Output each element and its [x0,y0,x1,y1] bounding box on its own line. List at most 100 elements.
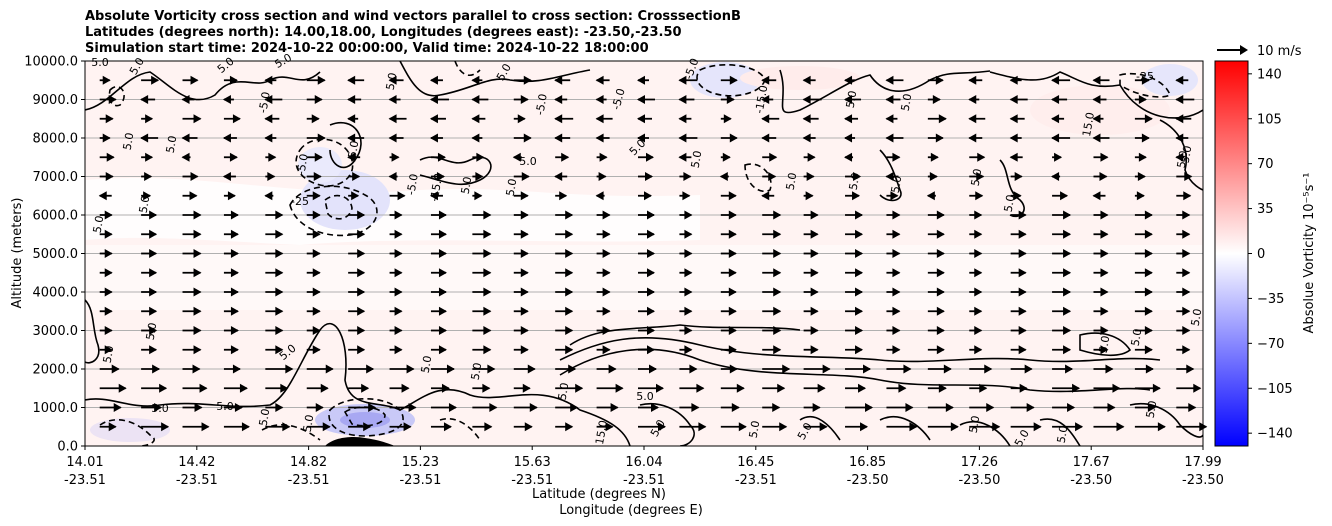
wind-vector-arrow [802,75,816,85]
wind-vector-arrow [1134,75,1150,85]
wind-vector-arrow [388,172,398,181]
wind-vector-arrow [223,268,239,278]
wind-vector-arrow [99,326,113,335]
wind-vector-arrow [762,403,781,412]
wind-vector-arrow [1134,287,1153,297]
wind-vector-arrow [389,268,403,278]
wind-vector-arrow [347,95,362,104]
wind-vector-arrow [223,75,238,85]
contour-label: 5.0 [1002,194,1018,213]
contour-label: 5.0 [91,56,109,69]
wind-vector-arrow [886,287,901,297]
wind-vector-arrow [845,326,864,335]
wind-vector-arrow [1093,210,1109,220]
wind-vector-arrow [306,422,331,432]
wind-vector-arrow [845,306,864,316]
wind-vector-arrow [1092,114,1104,124]
plot-area: 5.05.05.05.05.05.0-5.0-5.0-5.0-15.05.05.… [84,51,1208,449]
wind-vector-arrow [886,345,901,355]
wind-vector-arrow [141,210,158,220]
wind-vector-arrow [306,249,321,258]
x-tick-label-lon: -23.50 [847,473,889,488]
wind-vector-arrow [1010,422,1042,432]
contour-line [85,71,321,111]
wind-vector-arrow [306,345,321,355]
colorbar-tick-label: −140 [1257,427,1293,442]
wind-vector-arrow [141,326,158,335]
wind-vector-arrow [1092,75,1110,85]
wind-vector-arrow [99,422,117,432]
wind-vector-arrow [927,268,945,278]
wind-vector-arrow [803,172,815,181]
wind-vector-arrow [927,345,945,355]
wind-vector-arrow [182,114,202,124]
wind-vector-arrow [98,191,112,201]
wind-vector-arrow [885,133,904,143]
wind-vector-arrow [886,326,901,335]
wind-vector-arrow [223,152,238,162]
x-tick-label-lon: -23.51 [288,473,330,488]
wind-vector-arrow [762,172,777,181]
wind-vector-arrow [927,326,945,335]
contour-label: 5.0 [556,382,572,401]
y-tick-label: 7000.0 [33,170,79,185]
wind-vector-arrow [182,191,198,201]
wind-vector-arrow [223,364,241,374]
wind-vector-arrow [265,403,284,412]
contour-label: 5.0 [1129,328,1145,347]
wind-vector-arrow [306,287,321,297]
wind-vector-arrow [430,172,445,181]
wind-vector-arrow [679,287,693,297]
chart-title-line-3: Simulation start time: 2024-10-22 00:00:… [85,41,649,56]
wind-vector-arrow [1010,172,1023,181]
terrain-mask [325,436,395,446]
wind-vector-arrow [348,191,360,201]
wind-vector-arrow [927,229,945,239]
wind-vector-arrow [1010,249,1027,258]
wind-vector-arrow [555,268,574,278]
wind-vector-arrow [596,268,611,278]
wind-vector-arrow [99,345,113,355]
wind-vector-arrow [99,210,113,220]
wind-vector-arrow [1052,210,1072,220]
wind-vector-arrow [969,152,986,162]
wind-vector-arrow [141,364,161,374]
wind-vector-arrow [141,422,170,432]
wind-vector-arrow [1176,191,1192,201]
wind-vector-arrow [596,364,617,374]
wind-vector-arrow [389,403,417,412]
wind-vector-arrow [430,268,447,278]
wind-vector-arrow [679,249,693,258]
y-axis-label: Altitude (meters) [10,198,25,309]
wind-vector-arrow [638,306,655,316]
wind-vector-arrow [513,268,529,278]
wind-vector-arrow [141,152,154,162]
wind-vector-arrow [761,114,780,124]
wind-vector-arrow [638,191,652,201]
wind-vector-arrow [389,383,410,393]
y-tick-label: 4000.0 [33,286,79,301]
y-tick-label: 3000.0 [33,324,79,339]
wind-vector-arrow [223,210,239,220]
x-tick-label-lat: 14.82 [290,455,327,470]
wind-vector-arrow [1134,326,1153,335]
wind-vector-arrow [969,172,985,181]
contour-label: 5.0 [1055,425,1071,444]
wind-vector-arrow [927,114,947,124]
wind-vector-arrow [638,345,655,355]
wind-vector-arrow [265,152,277,162]
wind-vector-arrow [1052,383,1081,393]
wind-vector-arrow [430,345,447,355]
wind-vector-arrow [513,326,529,335]
contour-line [399,61,591,97]
wind-vector-arrow [513,95,529,104]
wind-vector-arrow [802,95,822,104]
wind-vector-arrow [429,114,446,124]
wind-vector-arrow [761,95,774,104]
contour-label: 5.0 [121,132,137,151]
wind-vector-arrow [638,326,655,335]
wind-vector-arrow [1093,229,1109,239]
wind-vector-arrow [1134,172,1146,181]
wind-vector-arrow [844,133,856,143]
wind-vector-arrow [99,133,111,143]
